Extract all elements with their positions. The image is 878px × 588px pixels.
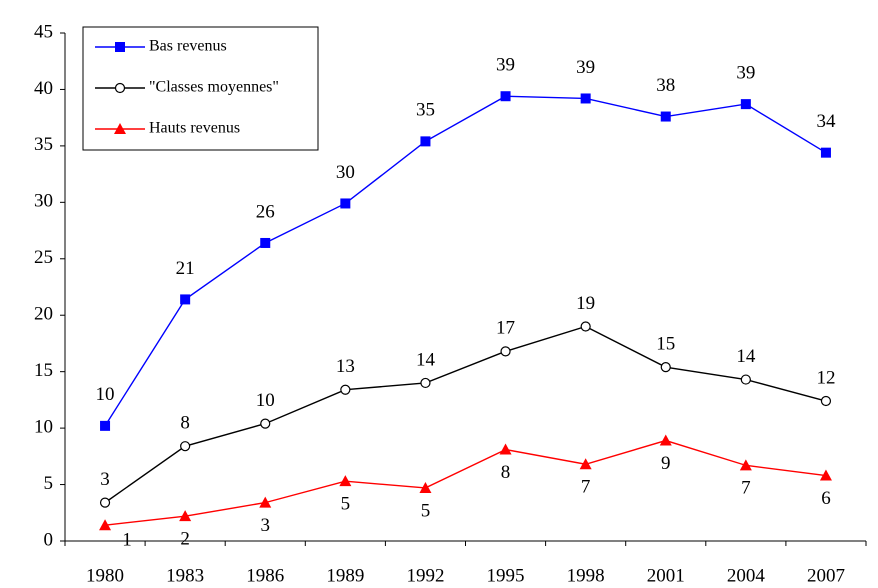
data-label: 13 bbox=[336, 356, 355, 377]
marker bbox=[740, 99, 751, 110]
marker bbox=[180, 294, 191, 305]
data-label: 3 bbox=[100, 469, 110, 490]
data-label: 2 bbox=[180, 529, 190, 550]
data-label: 35 bbox=[416, 100, 435, 121]
y-tick-label: 20 bbox=[34, 304, 53, 325]
data-label: 17 bbox=[496, 318, 515, 339]
marker bbox=[179, 510, 192, 522]
x-tick-label: 1983 bbox=[166, 565, 204, 586]
data-label: 39 bbox=[736, 62, 755, 83]
marker bbox=[115, 42, 125, 52]
marker bbox=[419, 481, 432, 493]
marker bbox=[99, 519, 112, 531]
marker bbox=[100, 420, 111, 431]
y-tick-label: 40 bbox=[34, 78, 53, 99]
marker bbox=[180, 441, 191, 452]
y-tick-label: 5 bbox=[44, 473, 54, 494]
data-label: 26 bbox=[256, 201, 275, 222]
data-label: 15 bbox=[656, 334, 675, 355]
marker bbox=[420, 136, 431, 147]
marker bbox=[259, 496, 272, 508]
data-label: 7 bbox=[581, 477, 591, 498]
marker bbox=[739, 459, 752, 471]
marker bbox=[99, 497, 111, 508]
data-label: 19 bbox=[576, 293, 595, 314]
marker bbox=[500, 346, 511, 357]
data-label: 39 bbox=[496, 55, 515, 76]
marker bbox=[500, 91, 511, 102]
series-line bbox=[104, 325, 827, 504]
data-label: 8 bbox=[180, 413, 190, 434]
data-label: 1 bbox=[122, 530, 132, 551]
data-label: 14 bbox=[416, 349, 436, 370]
x-tick-label: 1980 bbox=[86, 565, 124, 586]
data-label: 10 bbox=[256, 390, 275, 411]
x-tick-label: 2001 bbox=[647, 565, 685, 586]
legend-label: Bas revenus bbox=[149, 38, 227, 55]
marker bbox=[580, 321, 591, 332]
data-label: 5 bbox=[341, 494, 351, 515]
marker bbox=[660, 111, 671, 122]
data-label: 5 bbox=[421, 500, 431, 521]
x-tick-label: 2004 bbox=[727, 565, 766, 586]
x-tick-label: 1986 bbox=[246, 565, 284, 586]
data-label: 3 bbox=[261, 515, 271, 536]
marker bbox=[340, 198, 351, 209]
y-tick-label: 15 bbox=[34, 360, 53, 381]
data-label: 6 bbox=[821, 488, 831, 509]
y-tick-label: 30 bbox=[34, 191, 53, 212]
data-label: 10 bbox=[96, 384, 115, 405]
data-label: 9 bbox=[661, 453, 671, 474]
x-tick-label: 2007 bbox=[807, 565, 845, 586]
marker bbox=[340, 384, 351, 395]
y-tick-label: 35 bbox=[34, 134, 53, 155]
marker bbox=[114, 123, 126, 134]
data-label: 30 bbox=[336, 162, 355, 183]
y-tick-label: 0 bbox=[44, 529, 54, 550]
marker bbox=[819, 469, 832, 481]
marker bbox=[260, 237, 271, 248]
x-tick-label: 1998 bbox=[567, 565, 605, 586]
x-tick-label: 1995 bbox=[487, 565, 525, 586]
marker bbox=[499, 443, 512, 455]
data-label: 38 bbox=[656, 75, 675, 96]
legend-label: Hauts revenus bbox=[149, 120, 240, 137]
data-label: 34 bbox=[816, 111, 836, 132]
marker bbox=[820, 395, 832, 407]
x-tick-label: 1989 bbox=[326, 565, 364, 586]
y-tick-label: 25 bbox=[34, 247, 53, 268]
marker bbox=[420, 377, 431, 389]
marker bbox=[820, 147, 831, 158]
data-label: 7 bbox=[741, 478, 751, 499]
data-label: 14 bbox=[736, 346, 756, 367]
data-label: 21 bbox=[176, 258, 195, 279]
data-label: 39 bbox=[576, 57, 595, 78]
series-line bbox=[104, 95, 827, 427]
data-label: 12 bbox=[816, 367, 835, 388]
marker bbox=[339, 475, 352, 487]
marker bbox=[580, 93, 591, 104]
legend-label: "Classes moyennes" bbox=[149, 79, 279, 96]
marker bbox=[659, 434, 672, 446]
marker bbox=[740, 374, 751, 385]
data-label: 8 bbox=[501, 462, 511, 483]
y-tick-label: 45 bbox=[34, 21, 53, 42]
x-tick-label: 1992 bbox=[406, 565, 444, 586]
marker bbox=[579, 458, 592, 470]
series-line bbox=[104, 439, 827, 526]
marker bbox=[660, 362, 671, 373]
y-tick-label: 10 bbox=[34, 416, 53, 437]
marker bbox=[114, 82, 126, 94]
marker bbox=[260, 418, 271, 429]
